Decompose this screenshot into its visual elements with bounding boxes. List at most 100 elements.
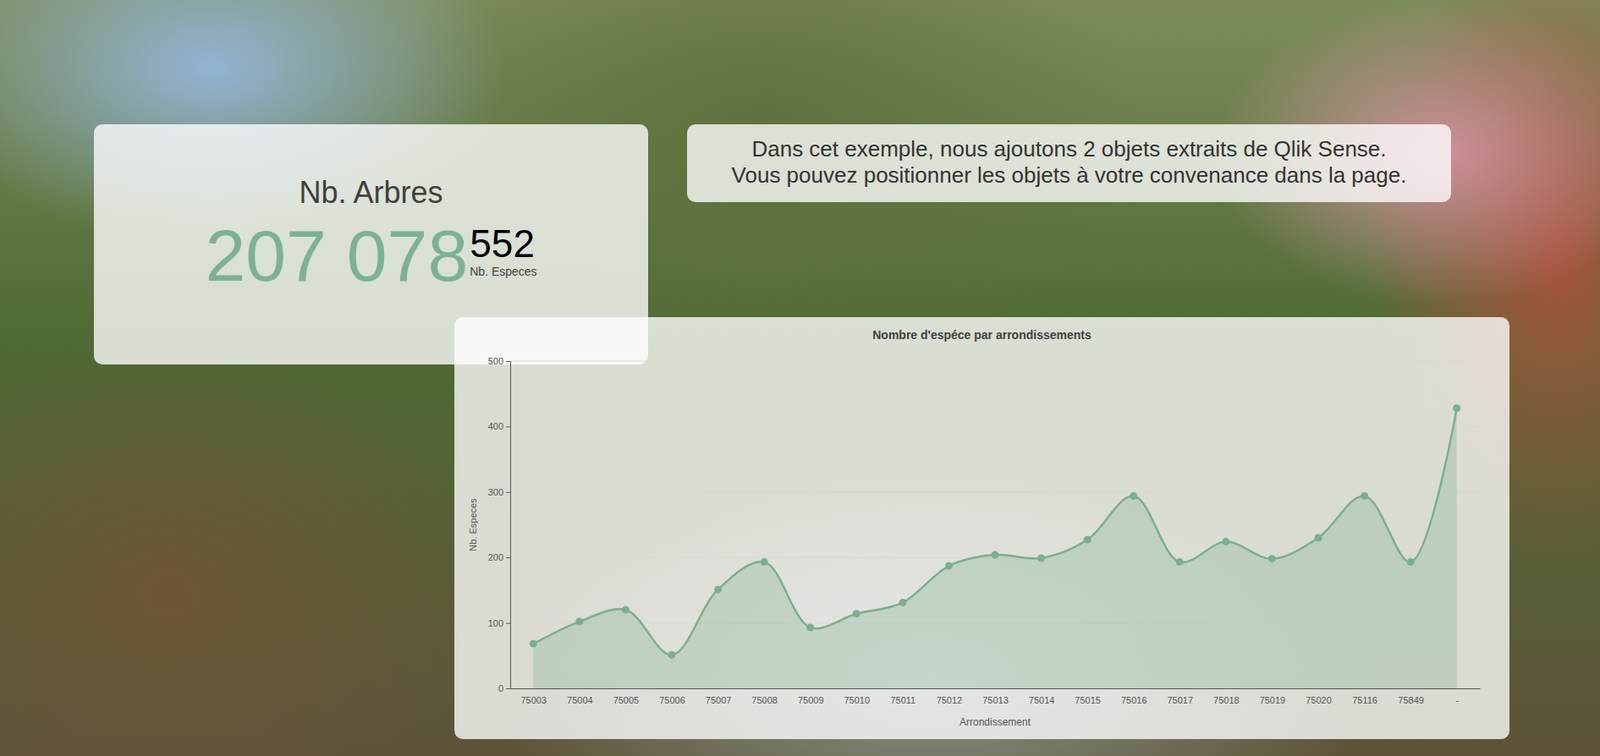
x-tick: 75007 — [705, 688, 732, 706]
point — [1176, 558, 1184, 567]
x-axis-line — [511, 688, 1481, 690]
point — [945, 562, 953, 571]
note-line: Vous pouvez positionner les objets à vot… — [687, 162, 1452, 189]
grid-line — [510, 426, 1480, 428]
point — [852, 610, 861, 618]
point — [1360, 492, 1369, 501]
grid — [510, 361, 1480, 689]
x-tick: 75006 — [659, 688, 686, 706]
point — [668, 651, 677, 660]
x-tick: 75019 — [1259, 688, 1287, 706]
x-tick: 75012 — [936, 688, 963, 706]
x-tick-label: 75849 — [1397, 695, 1425, 706]
x-tick: 75116 — [1352, 688, 1378, 706]
kpi-title: Nb. Arbres — [93, 175, 649, 211]
point — [1407, 558, 1415, 567]
kpi-row: 207 078 552 Nb. Especes — [93, 219, 649, 292]
point — [529, 640, 538, 649]
x-tick: 75005 — [613, 688, 640, 706]
y-tick-label: 500 — [488, 356, 504, 367]
y-tick: 400 — [488, 421, 511, 432]
y-tick-label: 0 — [498, 683, 504, 694]
x-tick-label: 75018 — [1213, 695, 1240, 706]
kpi-secondary-value: 552 — [469, 224, 535, 264]
point — [1129, 492, 1138, 501]
chart-panel: 0100200300400500750037500475005750067500… — [454, 317, 1510, 740]
y-tick: 100 — [488, 618, 511, 629]
x-tick-label: 75005 — [613, 695, 640, 706]
x-tick-label: 75008 — [751, 695, 778, 706]
point — [898, 599, 907, 607]
x-tick-label: 75019 — [1259, 695, 1287, 706]
plot-area: 0100200300400500750037500475005750067500… — [488, 356, 1481, 706]
x-axis: 75003 75004 75005 75006 75007 75008 75009 75010… — [511, 688, 1481, 706]
grid-line — [510, 361, 1480, 363]
y-axis: 0 100 200 300 400 500 — [488, 356, 512, 694]
kpi-side: 552 Nb. Especes — [469, 224, 537, 279]
area — [533, 408, 1457, 689]
point — [991, 551, 1000, 560]
x-tick: 75017 — [1166, 688, 1194, 706]
point — [575, 618, 583, 627]
kpi-main-value: 207 078 — [204, 219, 468, 292]
point — [1037, 554, 1045, 562]
point — [1221, 538, 1230, 546]
point — [1314, 533, 1323, 542]
x-tick-label: 75116 — [1352, 695, 1378, 706]
note-panel: Dans cet exemple, nous ajoutons 2 objets… — [687, 124, 1452, 203]
y-tick-label: 400 — [488, 421, 504, 432]
x-tick: 75016 — [1121, 688, 1148, 706]
x-tick: 75015 — [1074, 688, 1101, 706]
x-tick-label: 75015 — [1074, 695, 1101, 706]
point — [1452, 404, 1461, 413]
x-tick-label: 75014 — [1028, 695, 1056, 706]
y-tick-label: 300 — [488, 487, 504, 498]
x-tick-label: 75013 — [982, 695, 1009, 706]
x-tick-label: 75007 — [705, 695, 732, 706]
x-tick: 75020 — [1305, 688, 1332, 706]
x-tick-label: 75017 — [1166, 695, 1194, 706]
y-tick: 200 — [488, 552, 511, 563]
y-tick-mark — [505, 688, 511, 690]
x-axis-title: Arrondissement — [959, 716, 1032, 729]
y-tick: 500 — [488, 356, 511, 367]
x-tick: 75003 — [520, 688, 547, 706]
y-tick-label: 100 — [488, 618, 504, 629]
x-tick-label: 75020 — [1305, 695, 1332, 706]
y-tick-mark — [505, 426, 511, 428]
y-axis-title: Nb. Especes — [467, 498, 479, 552]
x-tick-label: 75006 — [659, 695, 686, 706]
line — [533, 408, 1457, 656]
note-line: Dans cet exemple, nous ajoutons 2 objets… — [687, 136, 1452, 163]
y-axis-line — [505, 362, 512, 690]
y-tick-mark — [505, 623, 511, 625]
x-tick: 75014 — [1028, 688, 1056, 706]
y-tick: 300 — [488, 487, 511, 498]
point — [621, 606, 630, 615]
chart: 0100200300400500750037500475005750067500… — [454, 317, 1510, 740]
x-tick-label: 75011 — [890, 695, 916, 706]
marks — [529, 404, 1461, 689]
point — [1083, 536, 1092, 545]
kpi-secondary-label: Nb. Especes — [469, 264, 537, 279]
x-tick: 75010 — [843, 688, 870, 706]
y-tick-mark — [505, 492, 511, 494]
grid-line — [510, 491, 1480, 493]
x-tick-label: 75012 — [936, 695, 963, 706]
x-tick: 75008 — [751, 688, 778, 706]
x-tick-label: 75016 — [1121, 695, 1148, 706]
x-tick: - — [1455, 688, 1459, 706]
x-tick: 75004 — [566, 688, 594, 706]
y-tick-label: 200 — [488, 552, 504, 563]
x-tick: 75849 — [1397, 688, 1425, 706]
x-tick: 75018 — [1213, 688, 1240, 706]
x-tick: 75011 — [890, 688, 916, 706]
point — [1268, 555, 1276, 563]
point — [760, 558, 769, 567]
x-tick-label: 75004 — [566, 695, 594, 706]
x-tick-label: 75009 — [797, 695, 825, 706]
x-tick-label: 75003 — [520, 695, 547, 706]
x-tick: 75013 — [982, 688, 1009, 706]
point — [806, 624, 814, 633]
x-tick-label: - — [1455, 695, 1459, 706]
